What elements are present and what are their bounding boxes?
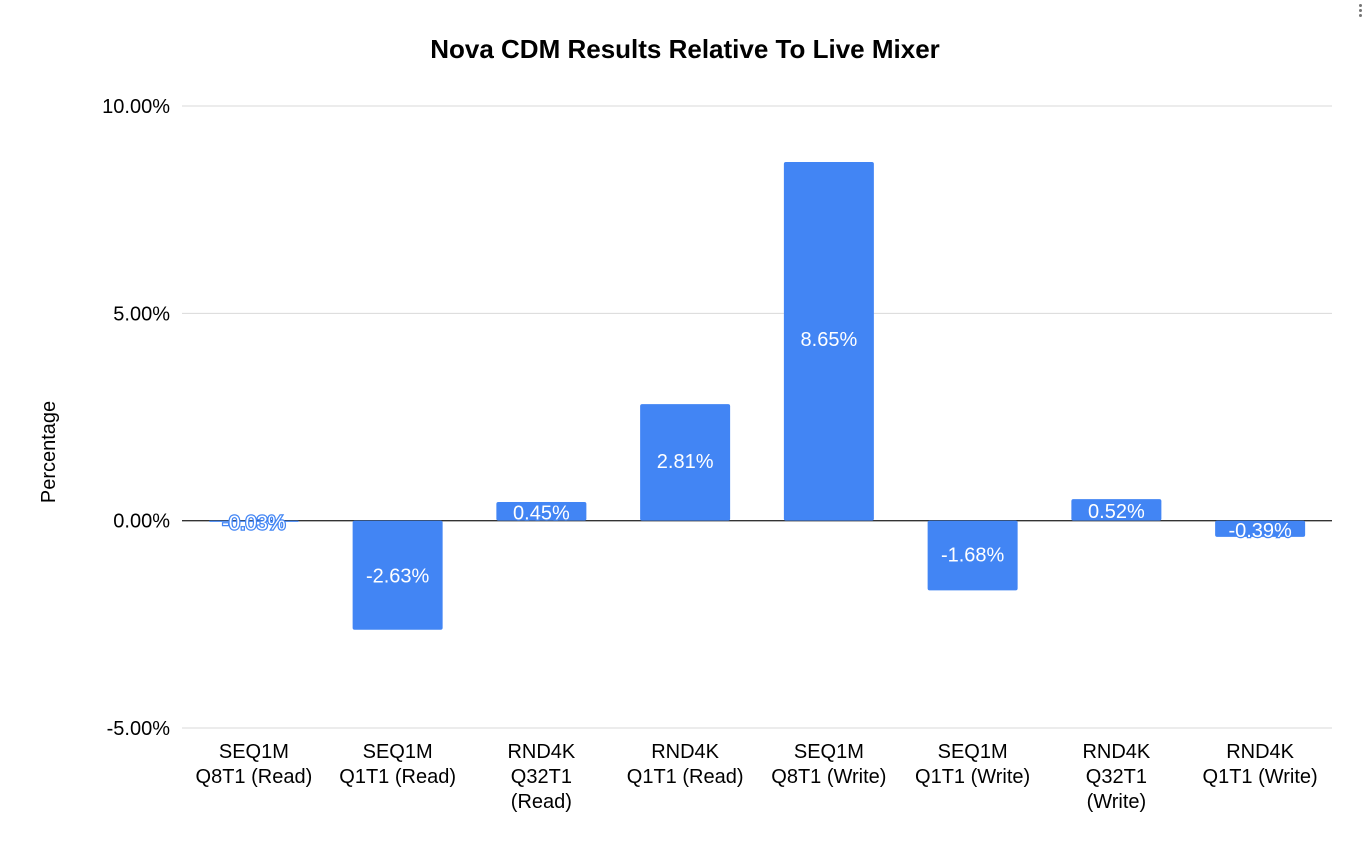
bar[interactable]: [927, 520, 1018, 591]
y-tick-label: 5.00%: [113, 303, 170, 325]
bar[interactable]: [352, 520, 443, 630]
x-tick-label: RND4K: [651, 741, 719, 763]
bar[interactable]: [640, 404, 731, 521]
data-label: 0.52%: [1088, 501, 1145, 523]
x-tick-label: Q1T1 (Write): [915, 766, 1030, 788]
x-tick-label: SEQ1M: [938, 741, 1008, 763]
x-tick-label: SEQ1M: [219, 741, 289, 763]
y-axis-label: Percentage: [38, 401, 60, 503]
x-tick-label: (Write): [1087, 791, 1147, 813]
bar[interactable]: [783, 161, 874, 521]
x-tick-label: RND4K: [1082, 741, 1150, 763]
x-tick-label: Q8T1 (Read): [196, 766, 313, 788]
data-label: 0.45%: [513, 502, 570, 524]
y-tick-label: 0.00%: [113, 511, 170, 533]
data-label: 8.65%: [801, 329, 858, 351]
x-tick-label: Q1T1 (Write): [1203, 766, 1318, 788]
bar[interactable]: [1215, 520, 1306, 537]
more-options-icon[interactable]: [1359, 4, 1363, 19]
data-label: -2.63%: [366, 566, 430, 588]
data-label: -0.39%: [1228, 520, 1292, 542]
x-tick-label: RND4K: [507, 741, 575, 763]
bar[interactable]: [208, 520, 299, 522]
chart-title: Nova CDM Results Relative To Live Mixer: [430, 34, 940, 64]
x-tick-label: Q32T1: [511, 766, 572, 788]
data-label: 2.81%: [657, 451, 714, 473]
x-tick-label: RND4K: [1226, 741, 1294, 763]
x-tick-label: SEQ1M: [794, 741, 864, 763]
bar[interactable]: [496, 502, 587, 521]
data-label: -0.03%: [222, 512, 286, 534]
x-tick-label: Q8T1 (Write): [771, 766, 886, 788]
data-label: -1.68%: [941, 545, 1005, 567]
x-tick-label: (Read): [511, 791, 572, 813]
bar[interactable]: [1071, 499, 1162, 521]
x-tick-label: Q1T1 (Read): [627, 766, 744, 788]
y-tick-label: 10.00%: [102, 96, 170, 118]
x-tick-label: Q32T1: [1086, 766, 1147, 788]
y-tick-label: -5.00%: [107, 718, 171, 740]
x-tick-label: Q1T1 (Read): [339, 766, 456, 788]
x-tick-label: SEQ1M: [363, 741, 433, 763]
